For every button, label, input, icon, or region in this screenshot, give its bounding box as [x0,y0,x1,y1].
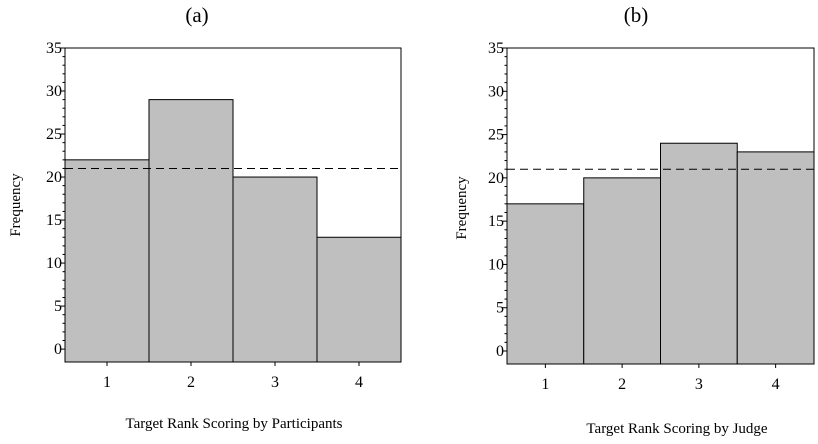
y-tick-label-a-30: 30 [46,83,62,100]
y-tick-label-b-15: 15 [488,213,504,230]
y-tick-label-a-25: 25 [46,126,62,143]
x-tick-label-b-2: 2 [618,376,626,393]
x-tick-label-a-1: 1 [103,374,111,391]
y-tick-label-b-0: 0 [496,343,504,360]
bars-b [506,142,815,365]
bar-b-3 [660,142,738,365]
y-tick-label-a-35: 35 [46,40,62,57]
panel-b: (b) 0 5 10 15 20 25 30 35 1 2 3 4 Frequency Target… [454,3,815,437]
y-tick-label-a-20: 20 [46,169,62,186]
y-tick-label-b-5: 5 [496,300,504,317]
chart-title-b: (b) [624,3,649,27]
x-tick-label-a-2: 2 [187,374,195,391]
x-tick-label-b-1: 1 [541,376,549,393]
panel-a: (a) 0 5 10 15 20 25 30 35 1 2 3 4 Frequency Target… [8,3,402,432]
bar-a-3 [232,176,318,363]
y-tick-label-b-20: 20 [488,170,504,187]
bar-a-2 [148,99,234,363]
y-tick-label-b-25: 25 [488,127,504,144]
y-tick-label-a-0: 0 [54,341,62,358]
y-tick-label-b-10: 10 [488,256,504,273]
x-tick-label-b-4: 4 [772,376,780,393]
y-axis-label-a: Frequency [8,173,24,237]
y-axis-label-b: Frequency [454,176,470,240]
x-axis-label-a: Target Rank Scoring by Participants [126,416,343,432]
y-tick-label-b-35: 35 [488,40,504,57]
x-axis-a: 1 2 3 4 [103,362,363,391]
bar-a-4 [316,236,402,363]
x-axis-b: 1 2 3 4 [541,364,780,393]
bar-b-1 [506,203,585,365]
chart-title-a: (a) [185,3,208,27]
x-tick-label-a-3: 3 [271,374,279,391]
bar-b-4 [736,151,815,365]
x-tick-label-b-3: 3 [695,376,703,393]
y-axis-a: 0 5 10 15 20 25 30 35 [46,40,65,358]
bars-a [64,99,402,363]
y-axis-b: 0 5 10 15 20 25 30 35 [488,40,507,360]
y-tick-label-a-10: 10 [46,255,62,272]
y-tick-label-a-5: 5 [54,298,62,315]
x-tick-label-a-4: 4 [355,374,363,391]
y-tick-label-a-15: 15 [46,212,62,229]
x-axis-label-b: Target Rank Scoring by Judge [586,421,767,437]
bar-a-1 [64,159,150,363]
bar-b-2 [583,177,661,365]
y-tick-label-b-30: 30 [488,83,504,100]
